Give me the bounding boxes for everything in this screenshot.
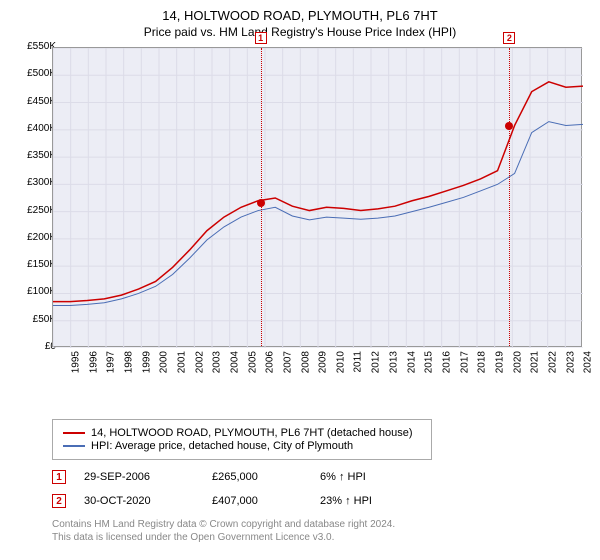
x-axis-label: 2019 — [494, 351, 505, 373]
legend-swatch — [63, 445, 85, 447]
x-axis-label: 2007 — [282, 351, 293, 373]
x-axis-label: 2009 — [318, 351, 329, 373]
sale-date: 29-SEP-2006 — [84, 471, 194, 483]
x-axis-label: 2015 — [424, 351, 435, 373]
x-axis-label: 2002 — [194, 351, 205, 373]
x-axis-label: 2004 — [229, 351, 240, 373]
x-axis-label: 1996 — [88, 351, 99, 373]
y-axis-label: £100K — [18, 286, 56, 297]
x-axis-label: 2012 — [371, 351, 382, 373]
plot-area: 12 — [52, 47, 582, 347]
license-line-2: This data is licensed under the Open Gov… — [52, 531, 590, 544]
sale-marker: 2 — [503, 32, 515, 44]
sale-pct: 6% ↑ HPI — [320, 471, 366, 483]
sale-price: £407,000 — [212, 495, 302, 507]
sale-dot — [505, 122, 513, 130]
x-axis-label: 2018 — [477, 351, 488, 373]
x-axis-label: 1998 — [123, 351, 134, 373]
sale-pct: 23% ↑ HPI — [320, 495, 372, 507]
legend-swatch — [63, 432, 85, 434]
x-axis-label: 2003 — [212, 351, 223, 373]
x-axis-label: 2006 — [265, 351, 276, 373]
y-axis-label: £450K — [18, 96, 56, 107]
chart-area: £0 £50K £100K £150K £200K £250K £300K £350K £400… — [10, 47, 590, 387]
y-axis-label: £200K — [18, 232, 56, 243]
sale-line-marker: 1 — [52, 470, 66, 484]
legend-label: HPI: Average price, detached house, City… — [91, 440, 353, 452]
sale-date: 30-OCT-2020 — [84, 495, 194, 507]
license-text: Contains HM Land Registry data © Crown c… — [52, 518, 590, 544]
y-axis-label: £0 — [18, 341, 56, 352]
x-axis-label: 2005 — [247, 351, 258, 373]
y-axis-label: £150K — [18, 259, 56, 270]
x-axis-label: 2014 — [406, 351, 417, 373]
x-axis-label: 2021 — [530, 351, 541, 373]
y-axis-label: £500K — [18, 68, 56, 79]
sale-line: 1 29-SEP-2006 £265,000 6% ↑ HPI — [52, 470, 590, 484]
x-axis-label: 2016 — [441, 351, 452, 373]
legend-row: 14, HOLTWOOD ROAD, PLYMOUTH, PL6 7HT (de… — [63, 427, 421, 439]
sale-line-marker: 2 — [52, 494, 66, 508]
legend-row: HPI: Average price, detached house, City… — [63, 440, 421, 452]
y-axis-label: £400K — [18, 123, 56, 134]
x-axis-label: 2013 — [388, 351, 399, 373]
x-axis-label: 2008 — [300, 351, 311, 373]
sale-line: 2 30-OCT-2020 £407,000 23% ↑ HPI — [52, 494, 590, 508]
x-axis-label: 2020 — [512, 351, 523, 373]
sale-price: £265,000 — [212, 471, 302, 483]
x-axis-label: 2010 — [335, 351, 346, 373]
sale-vline — [261, 48, 262, 346]
x-axis-label: 2022 — [547, 351, 558, 373]
legend: 14, HOLTWOOD ROAD, PLYMOUTH, PL6 7HT (de… — [52, 419, 432, 460]
legend-label: 14, HOLTWOOD ROAD, PLYMOUTH, PL6 7HT (de… — [91, 427, 413, 439]
x-axis-label: 2000 — [159, 351, 170, 373]
x-axis-label: 2017 — [459, 351, 470, 373]
x-axis-label: 2001 — [176, 351, 187, 373]
sale-dot — [257, 199, 265, 207]
page-title: 14, HOLTWOOD ROAD, PLYMOUTH, PL6 7HT — [10, 8, 590, 23]
x-axis-label: 1997 — [106, 351, 117, 373]
x-axis-label: 1995 — [70, 351, 81, 373]
sale-vline — [509, 48, 510, 346]
y-axis-label: £550K — [18, 41, 56, 52]
x-axis-label: 2023 — [565, 351, 576, 373]
y-axis-label: £300K — [18, 177, 56, 188]
license-line-1: Contains HM Land Registry data © Crown c… — [52, 518, 590, 531]
sale-marker: 1 — [255, 32, 267, 44]
y-axis-label: £250K — [18, 205, 56, 216]
chart-container: 14, HOLTWOOD ROAD, PLYMOUTH, PL6 7HT Pri… — [0, 0, 600, 560]
x-axis-label: 1999 — [141, 351, 152, 373]
x-axis-label: 2024 — [583, 351, 594, 373]
x-axis-label: 2011 — [352, 351, 363, 373]
y-axis-label: £350K — [18, 150, 56, 161]
y-axis-label: £50K — [18, 314, 56, 325]
